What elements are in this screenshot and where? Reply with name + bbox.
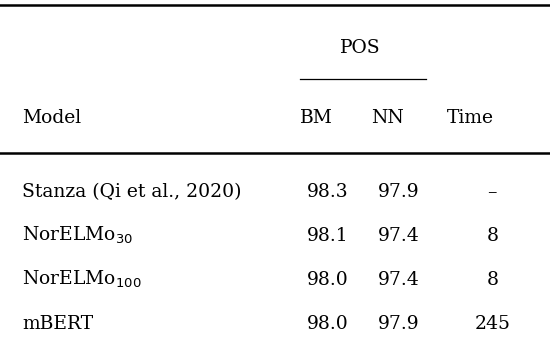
Text: –: – <box>487 183 497 201</box>
Text: 8: 8 <box>486 271 498 289</box>
Text: Model: Model <box>22 109 81 127</box>
Text: 8: 8 <box>486 227 498 245</box>
Text: 97.4: 97.4 <box>378 227 420 245</box>
Text: 97.9: 97.9 <box>378 183 420 201</box>
Text: 245: 245 <box>474 315 510 333</box>
Text: 98.0: 98.0 <box>306 271 348 289</box>
Text: 98.3: 98.3 <box>306 183 348 201</box>
Text: 97.4: 97.4 <box>378 271 420 289</box>
Text: 97.9: 97.9 <box>378 315 420 333</box>
Text: 98.0: 98.0 <box>306 315 348 333</box>
Text: 98.1: 98.1 <box>306 227 348 245</box>
Text: Stanza (Qi et al., 2020): Stanza (Qi et al., 2020) <box>22 183 241 201</box>
Text: NorELMo$_{30}$: NorELMo$_{30}$ <box>22 225 133 246</box>
Text: POS: POS <box>340 38 381 57</box>
Text: Time: Time <box>447 109 494 127</box>
Text: mBERT: mBERT <box>22 315 93 333</box>
Text: NorELMo$_{100}$: NorELMo$_{100}$ <box>22 269 142 290</box>
Text: NN: NN <box>371 109 404 127</box>
Text: BM: BM <box>300 109 333 127</box>
